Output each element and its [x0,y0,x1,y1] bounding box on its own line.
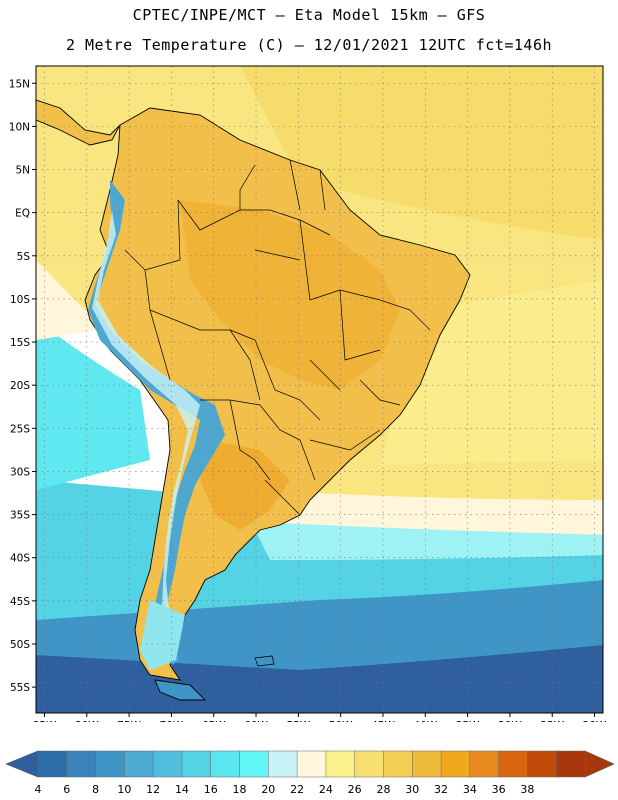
lon-tick-label: 60W [244,720,268,722]
colorbar-label: 16 [204,783,218,796]
lat-tick-label: 5S [17,251,31,263]
land-hot-region [180,200,400,390]
lat-tick-label: 5N [15,165,30,177]
lon-tick-label: 50W [329,720,353,722]
colorbar-cell [37,750,68,778]
colorbar-label: 28 [376,783,390,796]
country-borders [124,159,431,516]
lon-tick-label: 55W [286,720,310,722]
colorbar-cell [239,750,270,778]
falkland-islands [254,655,275,667]
temperature-colorbar: 4 6 8 10 12 14 16 18 20 22 24 26 28 30 32 34 36 38 [5,750,615,796]
colorbar-cell [469,750,500,778]
colorbar-label: 32 [434,783,448,796]
colorbar-cell [152,750,183,778]
lat-tick-label: 20S [10,380,30,392]
plot-frame [35,65,604,714]
lat-tick-label: 15S [10,337,30,349]
colorbar-label: 34 [463,783,477,796]
colorbar-cell [124,750,154,778]
colorbar-cell [95,750,126,778]
lon-tick-label: 70W [160,720,184,722]
lon-tick-label: 20W [583,720,607,722]
lat-tick-label: 15N [9,78,30,90]
colorbar-label: 22 [290,783,304,796]
lon-tick-label: 40W [413,720,437,722]
colorbar-cell [268,750,298,778]
tierra-del-fuego [154,679,207,701]
temperature-map: 15N 10N 5N EQ 5S 10S 15S 20S 25S 30S 35S 40S 45S 50S 5… [9,65,607,722]
colorbar-arrow-low [5,750,39,778]
lon-tick-label: 35W [456,720,480,722]
ocean-pale-band [36,260,100,340]
colorbar-cell [383,750,414,778]
colorbar-cell [66,750,97,778]
colorbar-label: 20 [261,783,275,796]
colorbar-cell [555,750,586,778]
colorbar-cell [527,750,557,778]
map-grid [36,66,603,713]
latitude-axis: 15N 10N 5N EQ 5S 10S 15S 20S 25S 30S 35S 40S 45S 50S 5… [9,78,36,694]
lon-tick-label: 25W [540,720,564,722]
colorbar-label: 24 [319,783,333,796]
colorbar-cell [354,750,385,778]
lat-tick-label: 10N [9,121,30,133]
colorbar-label: 12 [146,783,160,796]
lon-tick-label: 85W [33,720,57,722]
colorbar-cell [412,750,442,778]
longitude-axis: 85W 80W 75W 70W 65W 60W 55W 50W 45W 40W 35W 30W 25W 2… [33,713,607,722]
ocean-yellow-north [240,66,603,240]
lat-tick-label: 55S [10,682,30,694]
colorbar-cell [325,750,356,778]
map-title-line2: 2 Metre Temperature (C) – 12/01/2021 12U… [65,36,553,54]
lon-tick-label: 80W [75,720,99,722]
lat-tick-label: 10S [10,294,30,306]
colorbar-label: 18 [233,783,247,796]
colorbar-label: 10 [117,783,131,796]
lat-tick-label: 30S [10,466,30,478]
colorbar-label: 4 [35,783,42,796]
colorbar-cell [498,750,529,778]
central-america-land [36,99,121,146]
lat-tick-label: 45S [10,596,30,608]
ocean-cyan-band-east [250,520,603,560]
ocean-pale-band-south [260,490,603,535]
lat-tick-label: 50S [10,639,30,651]
colorbar-label: 38 [520,783,534,796]
colorbar-label: 36 [492,783,506,796]
patagonia-cool [140,600,185,670]
lon-tick-label: 30W [498,720,522,722]
colorbar-label: 8 [92,783,99,796]
lon-tick-label: 45W [371,720,395,722]
colorbar-label: 30 [405,783,419,796]
colorbar-label: 14 [175,783,189,796]
colorbar-cell [296,750,327,778]
colorbar-cell [181,750,212,778]
colorbar-label: 26 [348,783,362,796]
lon-tick-label: 65W [202,720,226,722]
ocean-cyan-band [36,320,150,490]
colorbar-cell [440,750,471,778]
lat-tick-label: 25S [10,423,30,435]
lat-tick-label: 40S [10,553,30,565]
lat-tick-label: EQ [15,208,30,220]
colorbar-label: 6 [63,783,70,796]
lat-tick-label: 35S [10,510,30,522]
land-hot-region-south [200,440,290,530]
colorbar-arrow-high [584,750,615,778]
lon-tick-label: 75W [117,720,141,722]
colorbar-cell [210,750,241,778]
map-title-line1: CPTEC/INPE/MCT – Eta Model 15km – GFS [132,6,486,24]
